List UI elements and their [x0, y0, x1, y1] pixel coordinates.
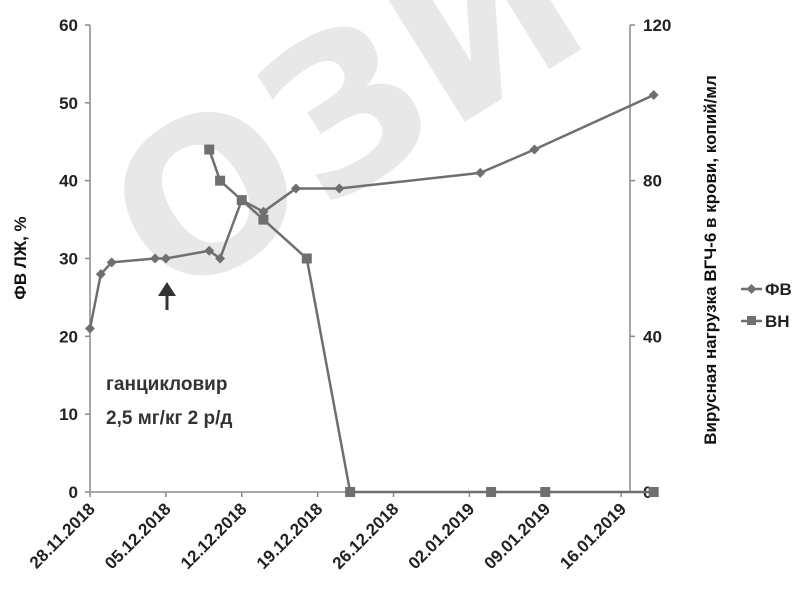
- series-fv-point: [258, 206, 269, 217]
- series-fv-point: [475, 167, 486, 178]
- y-left-tick-label: 20: [59, 327, 78, 346]
- series-fv-point: [204, 245, 215, 256]
- y-right-tick-label: 120: [643, 16, 671, 35]
- x-tick-label: 28.11.2018: [26, 499, 99, 572]
- y-left-tick-label: 60: [59, 16, 78, 35]
- series-layer: [85, 90, 659, 497]
- legend-item-fv: ФВ: [741, 280, 792, 299]
- annotation-line-2: 2,5 мг/кг 2 р/д: [106, 408, 232, 429]
- series-vn-point: [345, 487, 356, 497]
- series-fv-point: [85, 323, 95, 334]
- y-axis-right-title: Вирусная нагрузка ВГЧ-6 в крови, копий/м…: [701, 75, 720, 445]
- legend-vn-label: ВН: [765, 312, 790, 331]
- series-fv-point: [290, 183, 301, 194]
- x-tick-label: 19.12.2018: [253, 499, 327, 573]
- series-fv-point: [648, 90, 659, 101]
- y-right-tick-label: 80: [643, 172, 662, 191]
- legend: ФВ ВН: [741, 280, 792, 331]
- series-fv-point: [160, 253, 171, 264]
- annotation-arrow-icon: [158, 282, 176, 296]
- series-vn-point: [215, 175, 226, 186]
- legend-fv-diamond-icon: [746, 284, 757, 294]
- x-tick-label: 02.01.2019: [405, 499, 479, 573]
- series-fv-point: [215, 253, 226, 264]
- series-vn-point: [258, 214, 269, 225]
- y-left-tick-label: 50: [59, 94, 78, 113]
- series-vn-point: [236, 195, 247, 206]
- annotation: ганцикловир 2,5 мг/кг 2 р/д: [106, 282, 232, 429]
- y-left-tick-label: 40: [59, 172, 78, 191]
- legend-vn-square-icon: [747, 316, 756, 325]
- series-vn-point: [540, 487, 551, 497]
- series-vn-point: [486, 487, 497, 497]
- series-fv-point: [334, 183, 345, 194]
- legend-item-vn: ВН: [741, 312, 790, 331]
- series-vn-point: [204, 144, 215, 155]
- x-tick-label: 12.12.2018: [177, 499, 251, 573]
- x-tick-label: 05.12.2018: [101, 499, 175, 573]
- legend-fv-label: ФВ: [765, 280, 792, 299]
- y-axis-left-title: ФВ ЛЖ, %: [11, 216, 30, 299]
- y-left-tick-label: 30: [59, 250, 78, 269]
- series-fv-point: [150, 253, 161, 264]
- x-tick-label: 16.01.2019: [556, 499, 630, 573]
- y-right-tick-label: 40: [643, 327, 662, 346]
- x-tick-label: 26.12.2018: [329, 499, 403, 573]
- series-vn-point: [648, 487, 659, 497]
- y-left-tick-label: 0: [69, 483, 78, 502]
- annotation-line-1: ганцикловир: [106, 374, 227, 395]
- series-fv-point: [95, 269, 106, 280]
- series-fv-point: [106, 257, 117, 268]
- series-vn-point: [301, 253, 312, 264]
- series-fv-line: [88, 93, 655, 329]
- watermark: ОЗИ: [67, 0, 624, 348]
- x-tick-label: 09.01.2019: [481, 499, 555, 573]
- series-fv-point: [529, 144, 540, 155]
- y-left-tick-label: 10: [59, 405, 78, 424]
